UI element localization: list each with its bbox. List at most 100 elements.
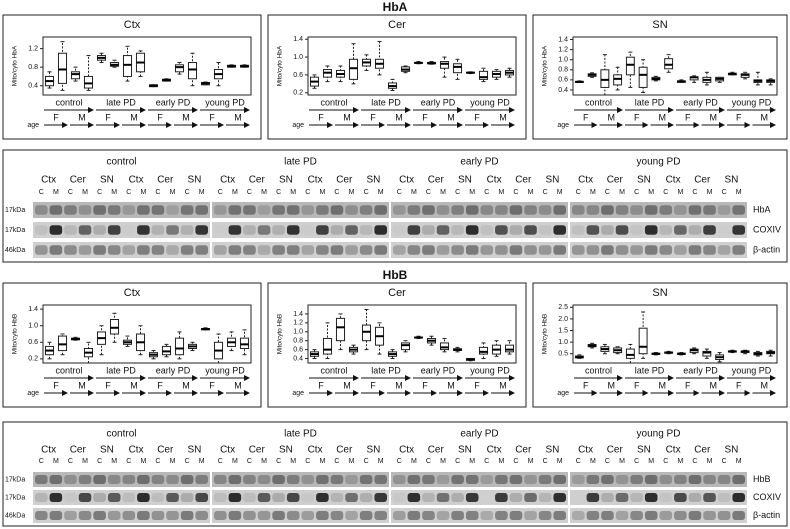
blot-band: [732, 245, 745, 255]
blot-band: [436, 475, 450, 484]
blot-band: [49, 225, 63, 235]
group-label: young PD: [205, 365, 245, 375]
blot-band: [122, 511, 136, 520]
blot-band: [64, 225, 77, 235]
blot-group-label: control: [106, 157, 136, 168]
blot-region-label: Ctx: [487, 445, 502, 456]
blot-band: [93, 475, 106, 484]
sex-label: M: [499, 380, 507, 390]
lane-label: C: [218, 189, 223, 196]
lane-label: C: [305, 189, 310, 196]
y-tick-label: 0.2: [293, 90, 303, 97]
blot-band: [122, 493, 136, 502]
blot-group-label: young PD: [637, 429, 681, 440]
lane-label: M: [677, 189, 683, 196]
blot-region-label: SN: [100, 175, 114, 186]
blot-strip: [33, 490, 210, 505]
lane-label: M: [411, 458, 417, 465]
lane-label: C: [692, 458, 697, 465]
blot-band: [480, 205, 494, 215]
lane-label: M: [349, 458, 355, 465]
group-label: young PD: [470, 97, 510, 107]
sex-label: F: [157, 112, 163, 122]
blot-band: [345, 493, 358, 502]
panel-frame: [532, 282, 788, 408]
group-label: control: [55, 97, 82, 107]
panel-title: Cer: [388, 287, 406, 299]
lane-label: C: [484, 458, 489, 465]
blot-band: [228, 205, 242, 215]
blot-band: [422, 245, 435, 255]
blot-band: [257, 245, 271, 255]
box: [57, 52, 68, 84]
lane-label: C: [68, 189, 73, 196]
blot-band: [49, 205, 63, 215]
blot-band: [615, 493, 629, 502]
blot-region-label: Cer: [607, 445, 624, 456]
blot-band: [732, 225, 745, 235]
lane-label: M: [319, 458, 325, 465]
blot-band: [180, 245, 194, 255]
lane-label: M: [411, 189, 417, 196]
blot-band: [393, 511, 406, 520]
lane-label: M: [440, 189, 446, 196]
y-tick-label: 1.0: [558, 339, 568, 346]
blot-strip: [570, 202, 747, 218]
blot-band: [374, 475, 387, 484]
sex-label: M: [234, 380, 242, 390]
blot-band: [107, 245, 121, 255]
blot-band: [451, 493, 464, 502]
blot-band: [374, 511, 387, 520]
blot-band: [286, 475, 300, 484]
protein-label: COXIV: [753, 224, 781, 234]
sex-label: M: [710, 380, 718, 390]
blot-band: [214, 205, 227, 215]
blot-band: [166, 475, 179, 484]
blot-band: [538, 475, 552, 484]
blot-band: [407, 245, 421, 255]
box: [109, 319, 120, 335]
blot-region-label: Ctx: [129, 175, 144, 186]
blot-band: [286, 205, 300, 215]
blot-band: [586, 493, 600, 502]
blot-region-label: Ctx: [399, 445, 414, 456]
age-label: age: [292, 390, 304, 397]
blot-band: [703, 475, 716, 484]
blot-band: [359, 205, 373, 215]
blot-band: [330, 511, 344, 520]
lane-label: C: [605, 189, 610, 196]
box: [174, 337, 185, 356]
group-label: young PD: [732, 365, 772, 375]
blot-band: [717, 245, 731, 255]
blot-band: [572, 205, 585, 215]
blot-band: [688, 511, 702, 520]
blot-band: [374, 225, 387, 235]
blot-region-label: Cer: [694, 445, 711, 456]
lane-label: C: [68, 458, 73, 465]
blot-band: [257, 475, 271, 484]
lane-label: C: [722, 458, 727, 465]
group-label: control: [320, 97, 347, 107]
y-axis-label: Mito/cyto HbA: [277, 45, 284, 86]
blot-band: [422, 205, 435, 215]
group-label: late PD: [635, 97, 665, 107]
plot-frame: [42, 36, 252, 96]
sex-label: M: [234, 112, 242, 122]
sex-label: M: [78, 380, 86, 390]
blot-band: [644, 475, 658, 484]
blot-band: [228, 475, 242, 484]
blot-band: [495, 225, 508, 235]
blot-band: [601, 225, 614, 235]
lane-label: M: [170, 458, 176, 465]
blot-band: [495, 511, 508, 520]
lane-label: M: [707, 458, 713, 465]
lane-label: M: [82, 458, 88, 465]
blot-band: [674, 205, 687, 215]
lane-label: M: [140, 189, 146, 196]
blot-band: [151, 475, 165, 484]
blot-region-label: SN: [724, 175, 738, 186]
plot-frame: [307, 304, 517, 364]
sex-label: F: [53, 380, 59, 390]
blot-band: [107, 511, 121, 520]
blot-frame: [2, 421, 788, 527]
